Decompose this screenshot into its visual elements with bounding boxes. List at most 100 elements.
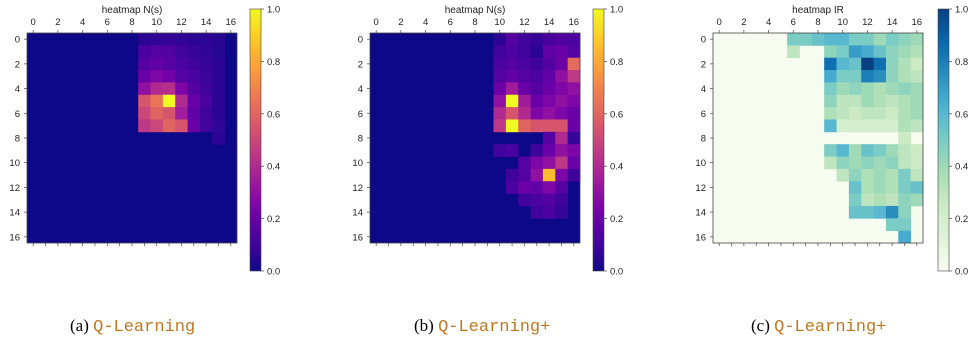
heatmap-cell (861, 57, 874, 71)
heatmap-cell (518, 45, 531, 59)
heatmap-cell (898, 218, 912, 232)
heatmap-cell (542, 156, 556, 170)
heatmap-cell (542, 144, 556, 157)
heatmap-cell (824, 33, 837, 46)
heatmap-cell (542, 45, 556, 59)
heatmap-cell (150, 57, 164, 71)
x-tick-label: 16 (569, 17, 580, 28)
heatmap-cell (898, 82, 912, 96)
heatmap-cell (861, 82, 874, 96)
heatmap-cell (199, 82, 213, 96)
heatmap-cell (555, 181, 569, 194)
heatmap-cell (885, 218, 899, 232)
heatmap-cell (836, 107, 850, 120)
heatmap-cell (861, 144, 874, 157)
heatmap-panel-2: heatmap IR 0 2 4 6 8 10 12 14 16 0 2 4 6 8 10 12 14 16 0.0 0… (695, 5, 968, 278)
heatmap-cell (530, 57, 544, 71)
heatmap-cell (898, 33, 912, 46)
heatmap-cell (199, 119, 213, 133)
x-tick-label: 0 (31, 17, 36, 28)
heatmap-cell (885, 193, 899, 207)
heatmap-cell (555, 82, 569, 96)
heatmap-cell (150, 70, 164, 83)
y-tick-label: 2 (358, 59, 363, 70)
heatmap-cell (910, 82, 924, 96)
heatmap-cell (518, 181, 531, 194)
heatmap-cell (212, 94, 226, 108)
heatmap-cell (555, 205, 569, 219)
y-tick-label: 6 (358, 109, 363, 120)
x-tick-label: 16 (226, 17, 237, 28)
colorbar-tick-label: 0.2 (955, 214, 968, 225)
heatmap-cell (910, 33, 924, 46)
heatmap-cell (824, 144, 837, 157)
colorbar-tick-label: 0.8 (955, 57, 968, 68)
caption-a: (a) Q-Learning (70, 316, 195, 337)
heatmap-cell (799, 33, 813, 46)
x-tick-label: 16 (912, 17, 923, 28)
colorbar-tick-label: 0.6 (955, 109, 968, 120)
heatmap-cell (898, 94, 912, 108)
heatmap-cell (162, 94, 176, 108)
heatmap-cell (212, 33, 226, 46)
heatmap-cell (836, 144, 850, 157)
heatmap-cell (848, 33, 862, 46)
heatmap-cell (873, 168, 887, 182)
heatmap-cell (530, 156, 544, 170)
y-tick-label: 2 (701, 59, 706, 70)
heatmap-cell (212, 82, 226, 96)
heatmap-cell (505, 119, 519, 133)
heatmap-cell (898, 70, 912, 83)
x-tick-label: 12 (176, 17, 187, 28)
heatmap-cell (518, 70, 531, 83)
x-tick-label: 14 (887, 17, 898, 28)
heatmap-cell (530, 205, 544, 219)
heatmap-cell (567, 119, 581, 133)
heatmap-cell (493, 144, 507, 157)
heatmap-cell (824, 94, 837, 108)
heatmap-cell (910, 57, 924, 71)
heatmap-cell (873, 119, 887, 133)
x-tick-label: 2 (55, 17, 60, 28)
heatmap-cell (530, 107, 544, 120)
heatmap-cell (836, 57, 850, 71)
heatmap-cell (518, 94, 531, 108)
heatmap-cell (910, 144, 924, 157)
heatmap-cell (873, 82, 887, 96)
heatmap-cell (787, 33, 800, 46)
y-tick-label: 10 (352, 158, 363, 169)
x-tick-label: 10 (494, 17, 505, 28)
heatmap-cell (873, 193, 887, 207)
heatmap-cell (824, 82, 837, 96)
heatmap-cell (150, 33, 164, 46)
heatmap-cell (567, 94, 581, 108)
caption-b-label: (b) (414, 316, 434, 335)
heatmap-cell (873, 57, 887, 71)
heatmap-cell (567, 144, 581, 157)
heatmap-cell (518, 119, 531, 133)
heatmap-cell (150, 82, 164, 96)
heatmap-cell (836, 45, 850, 59)
colorbar-tick-label: 0.4 (955, 162, 968, 173)
colorbar-tick-label: 0.8 (267, 57, 280, 68)
heatmap-cell (848, 57, 862, 71)
y-tick-label: 8 (358, 134, 363, 145)
caption-c: (c) Q-Learning+ (751, 316, 886, 337)
heatmap-cell (873, 181, 887, 194)
heatmap-cell (861, 193, 874, 207)
heatmap-cell (530, 33, 544, 46)
y-tick-label: 12 (352, 183, 363, 194)
heatmap-cell (898, 181, 912, 194)
heatmap-cell (530, 94, 544, 108)
heatmap-cell (199, 57, 213, 71)
heatmap-cell (530, 193, 544, 207)
heatmap-cell (885, 107, 899, 120)
heatmap-cell (861, 94, 874, 108)
heatmap-cell (162, 70, 176, 83)
heatmap-cell (493, 57, 507, 71)
heatmap-cell (542, 168, 556, 182)
heatmap-cell (873, 205, 887, 219)
heatmap-cell (873, 156, 887, 170)
heatmap-cell (824, 45, 837, 59)
heatmap-cell (175, 107, 188, 120)
